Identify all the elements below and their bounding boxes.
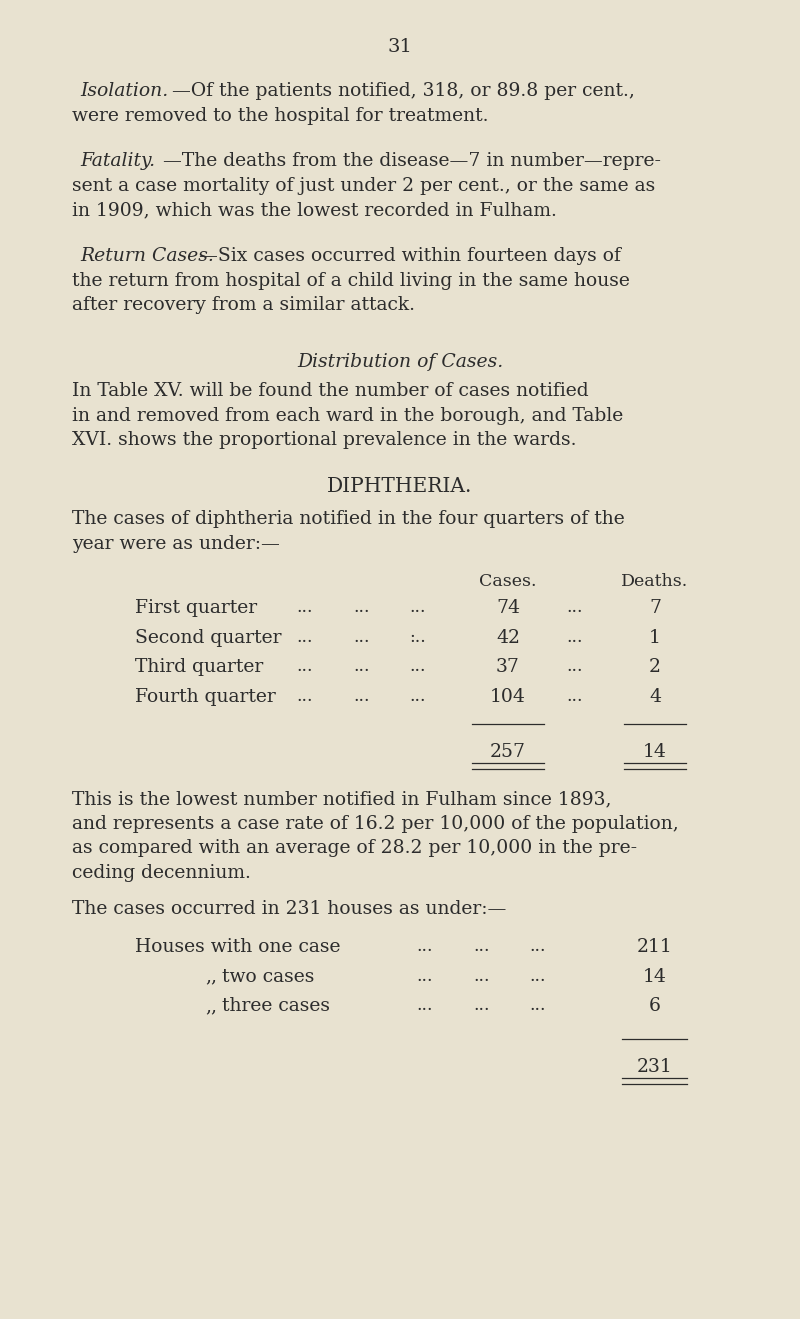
Text: 257: 257: [490, 743, 526, 761]
Text: ...: ...: [566, 658, 583, 675]
Text: ...: ...: [474, 997, 490, 1014]
Text: ...: ...: [297, 599, 314, 616]
Text: The cases occurred in 231 houses as under:—: The cases occurred in 231 houses as unde…: [72, 900, 506, 918]
Text: ceding decennium.: ceding decennium.: [72, 864, 251, 881]
Text: ...: ...: [297, 687, 314, 704]
Text: sent a case mortality of just under 2 per cent., or the same as: sent a case mortality of just under 2 pe…: [72, 177, 655, 194]
Text: —The deaths from the disease—7 in number—repre-: —The deaths from the disease—7 in number…: [162, 152, 661, 170]
Text: Houses with one case: Houses with one case: [135, 938, 341, 956]
Text: 31: 31: [387, 38, 413, 55]
Text: as compared with an average of 28.2 per 10,000 in the pre-: as compared with an average of 28.2 per …: [72, 839, 637, 857]
Text: ...: ...: [297, 628, 314, 645]
Text: The cases of diphtheria notified in the four quarters of the: The cases of diphtheria notified in the …: [72, 510, 625, 528]
Text: ...: ...: [474, 938, 490, 955]
Text: ...: ...: [354, 628, 370, 645]
Text: ...: ...: [417, 938, 434, 955]
Text: were removed to the hospital for treatment.: were removed to the hospital for treatme…: [72, 107, 489, 124]
Text: Cases.: Cases.: [479, 572, 537, 590]
Text: ...: ...: [410, 599, 426, 616]
Text: ...: ...: [354, 658, 370, 675]
Text: ...: ...: [297, 658, 314, 675]
Text: ...: ...: [354, 687, 370, 704]
Text: 4: 4: [649, 687, 661, 706]
Text: This is the lowest number notified in Fulham since 1893,: This is the lowest number notified in Fu…: [72, 790, 611, 809]
Text: after recovery from a similar attack.: after recovery from a similar attack.: [72, 295, 415, 314]
Text: the return from hospital of a child living in the same house: the return from hospital of a child livi…: [72, 272, 630, 289]
Text: Fourth quarter: Fourth quarter: [135, 687, 276, 706]
Text: Distribution of Cases.: Distribution of Cases.: [297, 353, 503, 371]
Text: —Of the patients notified, 318, or 89.8 per cent.,: —Of the patients notified, 318, or 89.8 …: [172, 82, 634, 100]
Text: in and removed from each ward in the borough, and Table: in and removed from each ward in the bor…: [72, 406, 623, 425]
Text: three cases: three cases: [222, 997, 330, 1016]
Text: 6: 6: [649, 997, 661, 1016]
Text: ...: ...: [530, 968, 546, 984]
Text: 211: 211: [637, 938, 673, 956]
Text: ...: ...: [530, 997, 546, 1014]
Text: Return Cases.: Return Cases.: [80, 247, 214, 265]
Text: :..: :..: [410, 628, 426, 645]
Text: 14: 14: [643, 743, 667, 761]
Text: ...: ...: [474, 968, 490, 984]
Text: in 1909, which was the lowest recorded in Fulham.: in 1909, which was the lowest recorded i…: [72, 200, 557, 219]
Text: 7: 7: [649, 599, 661, 617]
Text: XVI. shows the proportional prevalence in the wards.: XVI. shows the proportional prevalence i…: [72, 431, 577, 448]
Text: and represents a case rate of 16.2 per 10,000 of the population,: and represents a case rate of 16.2 per 1…: [72, 815, 678, 832]
Text: ...: ...: [566, 599, 583, 616]
Text: 42: 42: [496, 628, 520, 646]
Text: ...: ...: [566, 687, 583, 704]
Text: Deaths.: Deaths.: [622, 572, 689, 590]
Text: two cases: two cases: [222, 968, 314, 985]
Text: 1: 1: [649, 628, 661, 646]
Text: 104: 104: [490, 687, 526, 706]
Text: ,,: ,,: [205, 968, 217, 985]
Text: 37: 37: [496, 658, 520, 677]
Text: DIPHTHERIA.: DIPHTHERIA.: [327, 477, 473, 496]
Text: ...: ...: [410, 687, 426, 704]
Text: ...: ...: [530, 938, 546, 955]
Text: 14: 14: [643, 968, 667, 985]
Text: Fatality.: Fatality.: [80, 152, 155, 170]
Text: —Six cases occurred within fourteen days of: —Six cases occurred within fourteen days…: [199, 247, 622, 265]
Text: First quarter: First quarter: [135, 599, 257, 617]
Text: 74: 74: [496, 599, 520, 617]
Text: ,,: ,,: [205, 997, 217, 1016]
Text: 2: 2: [649, 658, 661, 677]
Text: ...: ...: [417, 968, 434, 984]
Text: Third quarter: Third quarter: [135, 658, 263, 677]
Text: 231: 231: [637, 1058, 673, 1076]
Text: year were as under:—: year were as under:—: [72, 534, 280, 553]
Text: ...: ...: [410, 658, 426, 675]
Text: Isolation.: Isolation.: [80, 82, 168, 100]
Text: ...: ...: [354, 599, 370, 616]
Text: ...: ...: [566, 628, 583, 645]
Text: Second quarter: Second quarter: [135, 628, 282, 646]
Text: ...: ...: [417, 997, 434, 1014]
Text: In Table XV. will be found the number of cases notified: In Table XV. will be found the number of…: [72, 383, 589, 400]
